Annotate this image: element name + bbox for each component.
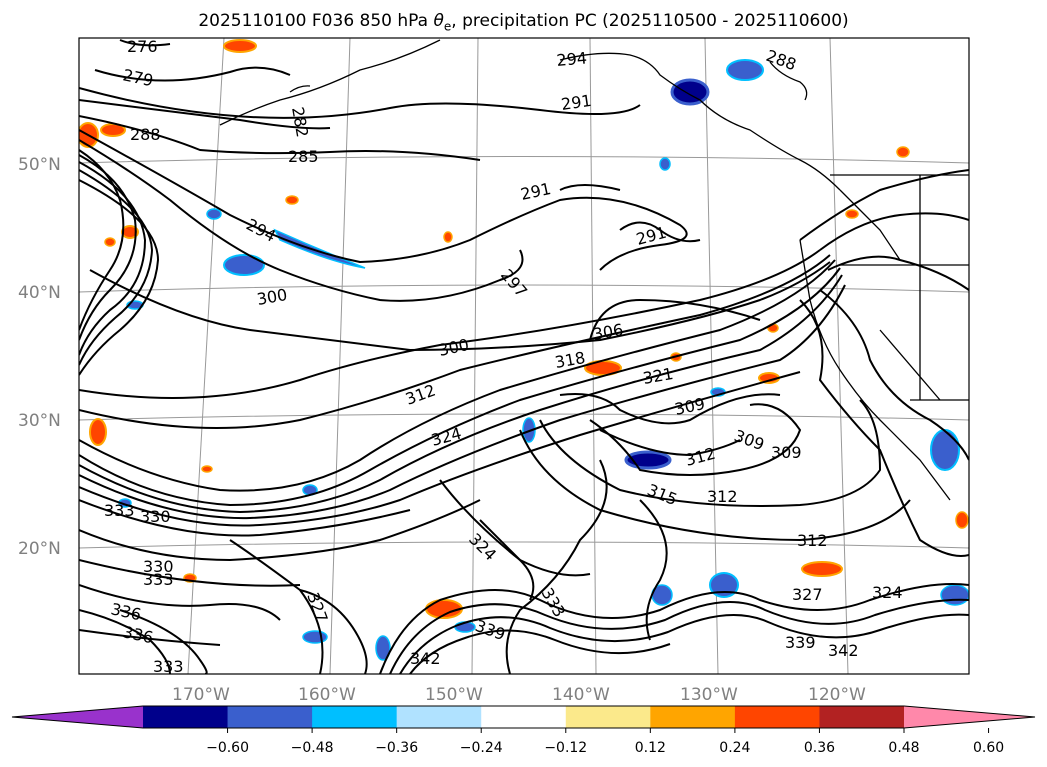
contour-label-333-c: 333 [153, 657, 184, 676]
colorbar-extend-high [904, 706, 1035, 728]
colorbar-box [227, 706, 313, 728]
theta-e-contours [79, 39, 969, 674]
lat-label-50n: 50°N [18, 155, 61, 175]
colorbar-extend-low [12, 706, 143, 728]
contour-label-291-north: 291 [560, 91, 593, 114]
colorbar-tick-label: 0.60 [973, 740, 1004, 756]
lon-label-120w: 120°W [808, 685, 866, 705]
colorbar-tick-label: 0.48 [888, 740, 919, 756]
contour-label-339-b: 339 [785, 633, 816, 652]
map-frame [78, 37, 970, 675]
contour-label-342-a: 342 [410, 649, 441, 668]
colorbar-tick-label: −0.48 [291, 740, 334, 756]
lon-label-150w: 150°W [425, 685, 483, 705]
lon-label-160w: 160°W [298, 685, 356, 705]
contour-label-324-c: 324 [872, 583, 903, 602]
contour-label-333-b: 333 [143, 570, 174, 589]
contour-label-276: 276 [127, 37, 158, 56]
contour-label-285: 285 [288, 147, 319, 166]
map-title: 2025110100 F036 850 hPa θe, precipitatio… [198, 11, 849, 34]
lat-label-40n: 40°N [18, 283, 61, 303]
longitude-labels: 170°W 160°W 150°W 140°W 130°W 120°W [172, 685, 866, 705]
latitude-labels: 50°N 40°N 30°N 20°N [18, 155, 61, 559]
colorbar-tick-label: −0.60 [206, 740, 249, 756]
contour-label-312-east: 312 [707, 487, 738, 506]
colorbar-tick-label: −0.12 [544, 740, 587, 756]
colorbar-box [565, 706, 651, 728]
contour-label-330-b: 330 [143, 557, 174, 576]
colorbar-tick-label: −0.24 [460, 740, 503, 756]
lat-label-20n: 20°N [18, 539, 61, 559]
colorbar-tick-label: 0.36 [804, 740, 835, 756]
lon-label-140w: 140°W [552, 685, 610, 705]
colorbar-tick-label: 0.24 [719, 740, 750, 756]
contour-label-330-a: 330 [140, 507, 171, 526]
graticule [79, 38, 969, 674]
contour-label-327-b: 327 [792, 585, 823, 604]
lon-label-130w: 130°W [680, 685, 738, 705]
contour-label-342-b: 342 [828, 641, 859, 660]
map-panel [79, 38, 969, 674]
lon-label-170w: 170°W [172, 685, 230, 705]
colorbar-box [819, 706, 905, 728]
contour-label-288-west: 288 [130, 125, 161, 144]
colorbar-box [650, 706, 736, 728]
colorbar-box [396, 706, 482, 728]
colorbar-box [734, 706, 820, 728]
lat-label-30n: 30°N [18, 411, 61, 431]
colorbar-box [143, 706, 229, 728]
colorbar-box [312, 706, 398, 728]
coastlines [219, 39, 969, 501]
colorbar-outline [11, 705, 1036, 729]
contour-label-309-c: 309 [771, 443, 802, 462]
colorbar-tick-label: 0.12 [635, 740, 666, 756]
colorbar-box [481, 706, 567, 728]
contour-label-312-se: 312 [797, 531, 828, 550]
colorbar: −0.60 −0.48 −0.36 −0.24 −0.12 0.12 0.24 0.36 0.4… [11, 705, 1036, 756]
colorbar-tick-label: −0.36 [375, 740, 418, 756]
contour-label-294-north: 294 [556, 48, 588, 70]
contour-label-333-a: 333 [104, 501, 135, 520]
